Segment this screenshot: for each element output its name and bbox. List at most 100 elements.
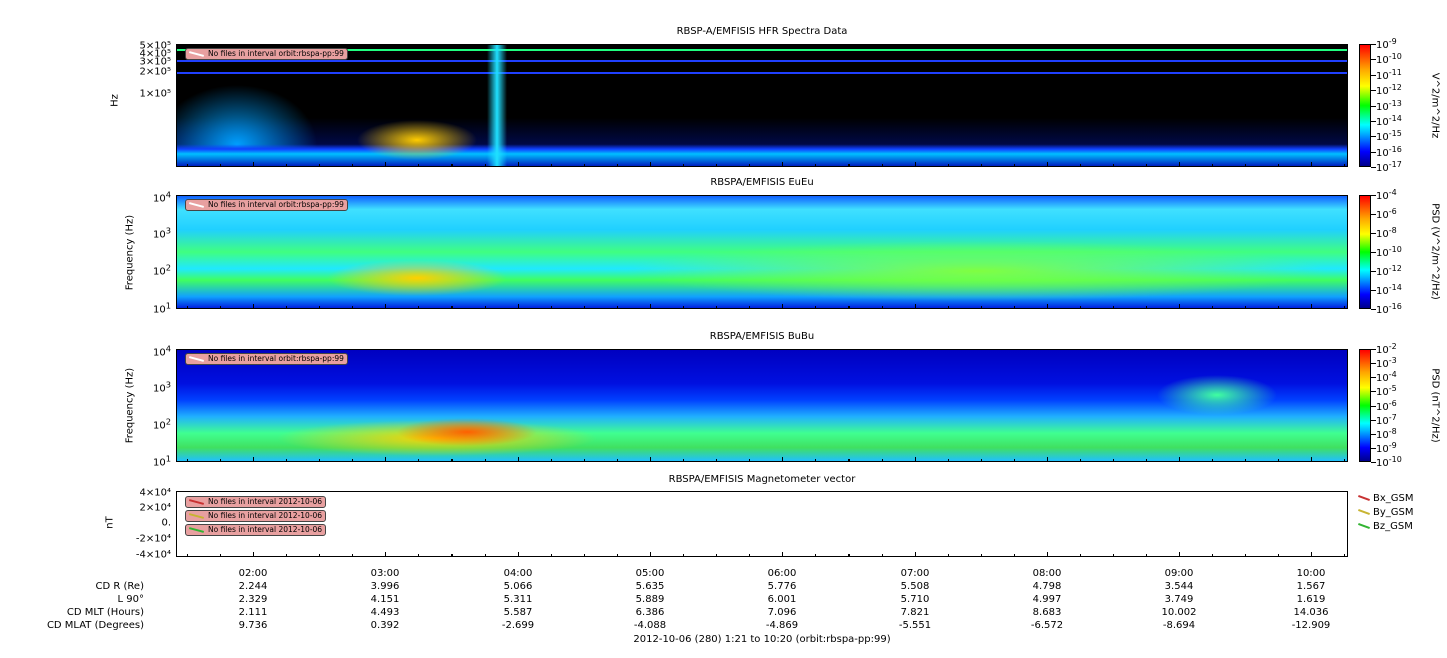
colorbar: [1359, 195, 1371, 309]
y-tick: 101: [152, 453, 171, 469]
x-minor-tick: [749, 164, 750, 167]
x-minor-tick: [187, 164, 188, 167]
x-major-tick: [385, 457, 386, 462]
no-files-notice: No files in interval 2012-10-06: [185, 524, 327, 536]
ephemeris-value: 10.002: [1161, 607, 1197, 618]
colorbar: [1359, 349, 1371, 462]
x-minor-tick: [584, 306, 585, 309]
colorbar-tick: 10-15: [1376, 129, 1402, 144]
magnetometer-plot[interactable]: No files in interval 2012-10-06 No files…: [176, 491, 1348, 557]
x-major-tick: [1311, 457, 1312, 462]
x-minor-tick: [1344, 459, 1345, 462]
x-minor-tick: [948, 164, 949, 167]
x-minor-tick: [981, 164, 982, 167]
x-minor-tick: [418, 164, 419, 167]
x-minor-tick: [352, 459, 353, 462]
ephemeris-value: 4.493: [370, 607, 400, 618]
x-major-tick: [650, 162, 651, 167]
colorbar-tick: 10-11: [1376, 67, 1402, 82]
x-minor-tick: [882, 164, 883, 167]
y-tick: 104: [152, 189, 171, 205]
y-tick: 104: [152, 343, 171, 359]
colorbar-tick: 10-2: [1376, 341, 1397, 357]
bubu-spectrogram[interactable]: No files in interval orbit:rbspa-pp:99: [176, 349, 1348, 462]
y-tick: 1×10⁵: [139, 88, 171, 100]
x-major-tick: [518, 457, 519, 462]
hfr-spectrogram[interactable]: No files in interval orbit:rbspa-pp:99: [176, 44, 1348, 167]
x-minor-tick: [848, 164, 849, 167]
colorbar-tick: 10-8: [1376, 225, 1397, 241]
x-major-tick: [1047, 162, 1048, 167]
x-major-tick: [518, 162, 519, 167]
x-minor-tick: [617, 306, 618, 309]
y-tick: 102: [152, 416, 171, 432]
y-tick: 4×10⁵: [139, 48, 171, 60]
x-minor-tick: [418, 554, 419, 557]
legend-bx: Bx_GSM: [1358, 493, 1414, 504]
x-minor-tick: [418, 459, 419, 462]
x-minor-tick: [848, 554, 849, 557]
ephemeris-value: 3.749: [1164, 594, 1194, 605]
x-major-tick: [1047, 552, 1048, 557]
colorbar-tick-mark: [1371, 74, 1376, 76]
time-tick-label: 04:00: [503, 568, 533, 579]
colorbar-tick: 10-12: [1376, 263, 1402, 279]
x-minor-tick: [815, 459, 816, 462]
legend-bz: Bz_GSM: [1358, 521, 1413, 532]
colorbar-tick-mark: [1371, 271, 1376, 272]
colorbar-tick-mark: [1371, 151, 1376, 153]
x-minor-tick: [286, 459, 287, 462]
x-minor-tick: [1344, 554, 1345, 557]
colorbar-tick-mark: [1371, 59, 1376, 61]
colorbar-tick: 10-4: [1376, 187, 1397, 203]
time-tick-label: 10:00: [1296, 568, 1326, 579]
x-major-tick: [782, 552, 783, 557]
x-major-tick: [1311, 552, 1312, 557]
x-major-tick: [1311, 304, 1312, 309]
x-minor-tick: [749, 306, 750, 309]
x-minor-tick: [551, 306, 552, 309]
x-major-tick: [518, 304, 519, 309]
ephemeris-value: -4.088: [633, 620, 667, 631]
colorbar-tick-mark: [1371, 391, 1376, 393]
x-minor-tick: [352, 164, 353, 167]
x-major-tick: [915, 162, 916, 167]
x-minor-tick: [849, 554, 850, 557]
x-major-tick: [1047, 457, 1048, 462]
y-tick: 101: [152, 300, 171, 316]
ephemeris-value: 5.889: [635, 594, 665, 605]
time-tick-label: 03:00: [370, 568, 400, 579]
colorbar-tick-mark: [1371, 377, 1376, 379]
x-minor-tick: [286, 164, 287, 167]
eueu-spectrogram[interactable]: No files in interval orbit:rbspa-pp:99: [176, 195, 1348, 309]
ephemeris-value: 1.567: [1296, 581, 1326, 592]
x-minor-tick: [451, 554, 452, 557]
y-axis-label: Hz: [109, 94, 121, 107]
x-minor-tick: [683, 164, 684, 167]
y-tick: -2×10⁴: [135, 533, 171, 545]
x-minor-tick: [220, 459, 221, 462]
panel-title-eueu: RBSPA/EMFISIS EuEu: [710, 177, 814, 188]
colorbar-tick: 10-16: [1376, 144, 1402, 159]
y-tick: 102: [152, 262, 171, 278]
x-minor-tick: [1212, 164, 1213, 167]
x-major-tick: [1311, 162, 1312, 167]
colorbar-tick: 10-6: [1376, 206, 1397, 222]
x-major-tick: [253, 162, 254, 167]
x-minor-tick: [1080, 306, 1081, 309]
x-minor-tick: [352, 306, 353, 309]
panel-title-hfr: RBSP-A/EMFISIS HFR Spectra Data: [676, 26, 848, 37]
colorbar-tick: 10-9: [1376, 36, 1397, 52]
colorbar-tick: 10-13: [1376, 98, 1402, 113]
x-minor-tick: [187, 459, 188, 462]
x-minor-tick: [617, 164, 618, 167]
ephemeris-value: 6.001: [767, 594, 797, 605]
x-minor-tick: [584, 459, 585, 462]
colorbar-tick-mark: [1371, 290, 1376, 291]
ephemeris-value: 4.798: [1032, 581, 1062, 592]
x-minor-tick: [882, 306, 883, 309]
y-tick: -4×10⁴: [135, 549, 171, 561]
ephemeris-value: 2.111: [238, 607, 268, 618]
x-minor-tick: [1278, 306, 1279, 309]
